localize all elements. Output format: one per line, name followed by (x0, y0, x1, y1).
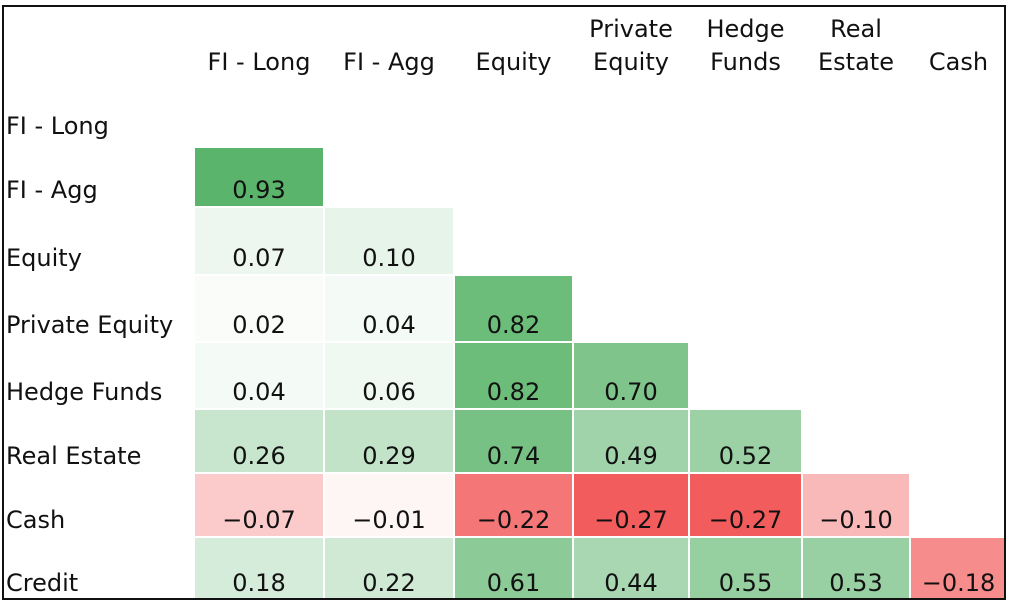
cell-value-label: 0.02 (232, 311, 285, 339)
cell-value-label: 0.53 (829, 569, 882, 597)
heatmap-cell (574, 538, 688, 598)
heatmap-cell (195, 343, 323, 408)
cell-value-label: 0.49 (604, 442, 657, 470)
heatmap-cell (455, 343, 572, 408)
column-header: Private Equity (589, 15, 673, 76)
heatmap-cell (690, 474, 801, 536)
row-label: Cash (6, 506, 65, 534)
column-header-label: Funds (710, 48, 781, 76)
row-label: Hedge Funds (6, 378, 162, 406)
heatmap-cell (195, 276, 323, 341)
heatmap-cell (455, 474, 572, 536)
cell-value-label: 0.04 (232, 378, 285, 406)
heatmap-cell (574, 474, 688, 536)
column-header: Equity (476, 48, 552, 76)
column-header: Cash (929, 48, 988, 76)
column-header: Real Estate (818, 15, 894, 76)
cell-value-label: 0.07 (232, 244, 285, 272)
cell-value-label: −0.18 (922, 569, 996, 597)
cell-value-label: −0.27 (709, 506, 783, 534)
cell-value-label: 0.18 (232, 569, 285, 597)
correlation-heatmap: FI - Long FI - Agg Equity Private Equity Hedg… (6, 15, 1004, 598)
heatmap-cell (803, 474, 909, 536)
column-header-label: FI - Long (208, 48, 311, 76)
correlation-heatmap-frame: FI - Long FI - Agg Equity Private Equity Hedg… (2, 5, 1006, 600)
heatmap-cell (325, 208, 453, 274)
cell-value-label: 0.93 (232, 176, 285, 204)
heatmap-cell (455, 538, 572, 598)
column-header-label: Equity (476, 48, 552, 76)
heatmap-cell (690, 538, 801, 598)
heatmap-cell (325, 410, 453, 472)
cell-value-label: 0.44 (604, 569, 657, 597)
heatmap-cell (574, 343, 688, 408)
heatmap-cell (195, 410, 323, 472)
heatmap-cell (574, 410, 688, 472)
heatmap-cell (195, 538, 323, 598)
heatmap-cell (911, 538, 1004, 598)
cell-value-label: 0.10 (362, 244, 415, 272)
heatmap-cell (455, 276, 572, 341)
cell-value-label: 0.61 (487, 569, 540, 597)
heatmap-cell (195, 148, 323, 206)
heatmap-cell (455, 410, 572, 472)
heatmap-cell (690, 410, 801, 472)
heatmap-cell (325, 276, 453, 341)
column-header-label: Equity (593, 48, 669, 76)
cell-value-label: 0.55 (719, 569, 772, 597)
cell-value-label: −0.22 (477, 506, 551, 534)
column-header: FI - Agg (343, 48, 435, 76)
heatmap-cell (195, 474, 323, 536)
column-header-label: Private (589, 15, 673, 43)
row-label: Equity (6, 244, 82, 272)
cell-value-label: 0.74 (487, 442, 540, 470)
column-header: Hedge Funds (706, 15, 784, 76)
column-header-label: Cash (929, 48, 988, 76)
row-label: FI - Agg (6, 176, 98, 204)
column-header-label: Hedge (706, 15, 784, 43)
heatmap-cell (325, 474, 453, 536)
heatmap-cell (803, 538, 909, 598)
cell-value-label: 0.82 (487, 378, 540, 406)
column-header-label: Estate (818, 48, 894, 76)
column-header-label: FI - Agg (343, 48, 435, 76)
cell-value-label: 0.52 (719, 442, 772, 470)
cell-value-label: 0.82 (487, 311, 540, 339)
row-label: Credit (6, 569, 78, 597)
heatmap-cell (195, 208, 323, 274)
heatmap-cell (325, 343, 453, 408)
cell-value-label: 0.22 (362, 569, 415, 597)
cell-value-label: −0.10 (819, 506, 893, 534)
cell-value-label: 0.26 (232, 442, 285, 470)
cell-value-label: −0.27 (594, 506, 668, 534)
column-header: FI - Long (208, 48, 311, 76)
cell-value-label: 0.70 (604, 378, 657, 406)
cell-value-label: 0.29 (362, 442, 415, 470)
row-label: FI - Long (6, 112, 109, 140)
heatmap-cell (325, 538, 453, 598)
cell-value-label: 0.04 (362, 311, 415, 339)
row-label: Private Equity (6, 311, 173, 339)
column-header-label: Real (830, 15, 882, 43)
cell-value-label: −0.01 (352, 506, 426, 534)
cell-value-label: 0.06 (362, 378, 415, 406)
row-label: Real Estate (6, 442, 141, 470)
cell-value-label: −0.07 (222, 506, 296, 534)
